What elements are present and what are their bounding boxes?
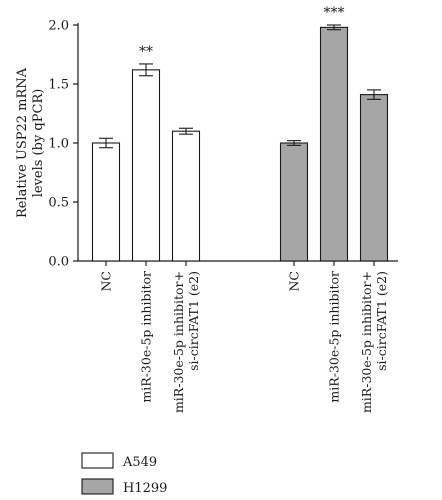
legend-swatch-a549 [81, 452, 114, 469]
x-category-label: si-circFAT1 (e2) [374, 271, 389, 371]
x-category-label: miR-30e-5p inhibitor [139, 271, 154, 403]
legend-label-a549: A549 [122, 455, 157, 470]
bar-h1299-0 [279, 142, 309, 262]
x-category-label: NC [99, 271, 114, 292]
y-tick-label: 1.5 [48, 78, 69, 93]
x-category-label: miR-30e-5p inhibitor [327, 271, 342, 403]
bar-a549-1 [131, 69, 161, 262]
y-axis-title: Relative USP22 mRNA [15, 67, 30, 218]
x-category-label: si-circFAT1 (e2) [186, 271, 201, 371]
bar-a549-0 [91, 142, 121, 262]
significance-marker: *** [324, 5, 345, 21]
x-category-label: miR-30e-5p inhibitor+ [359, 271, 374, 413]
y-tick-label: 2.0 [48, 19, 69, 34]
y-axis-title: levels (by qPCR) [31, 89, 46, 198]
x-category-label: NC [287, 271, 302, 292]
y-tick-label: 0.5 [48, 196, 69, 211]
legend-swatch-h1299 [81, 478, 114, 495]
plot-area: 0.0 0.5 1.0 1.5 2.0 Relative USP22 mRNA levels… [15, 5, 398, 496]
legend-label-h1299: H1299 [123, 481, 167, 496]
bar-a549-2 [171, 130, 201, 262]
significance-marker: ** [139, 44, 153, 60]
y-tick-label: 0.0 [48, 255, 69, 270]
y-tick-label: 1.0 [48, 137, 69, 152]
bar-h1299-1 [319, 26, 349, 262]
x-category-label: miR-30e-5p inhibitor+ [171, 271, 186, 413]
bar-h1299-2 [359, 94, 389, 262]
